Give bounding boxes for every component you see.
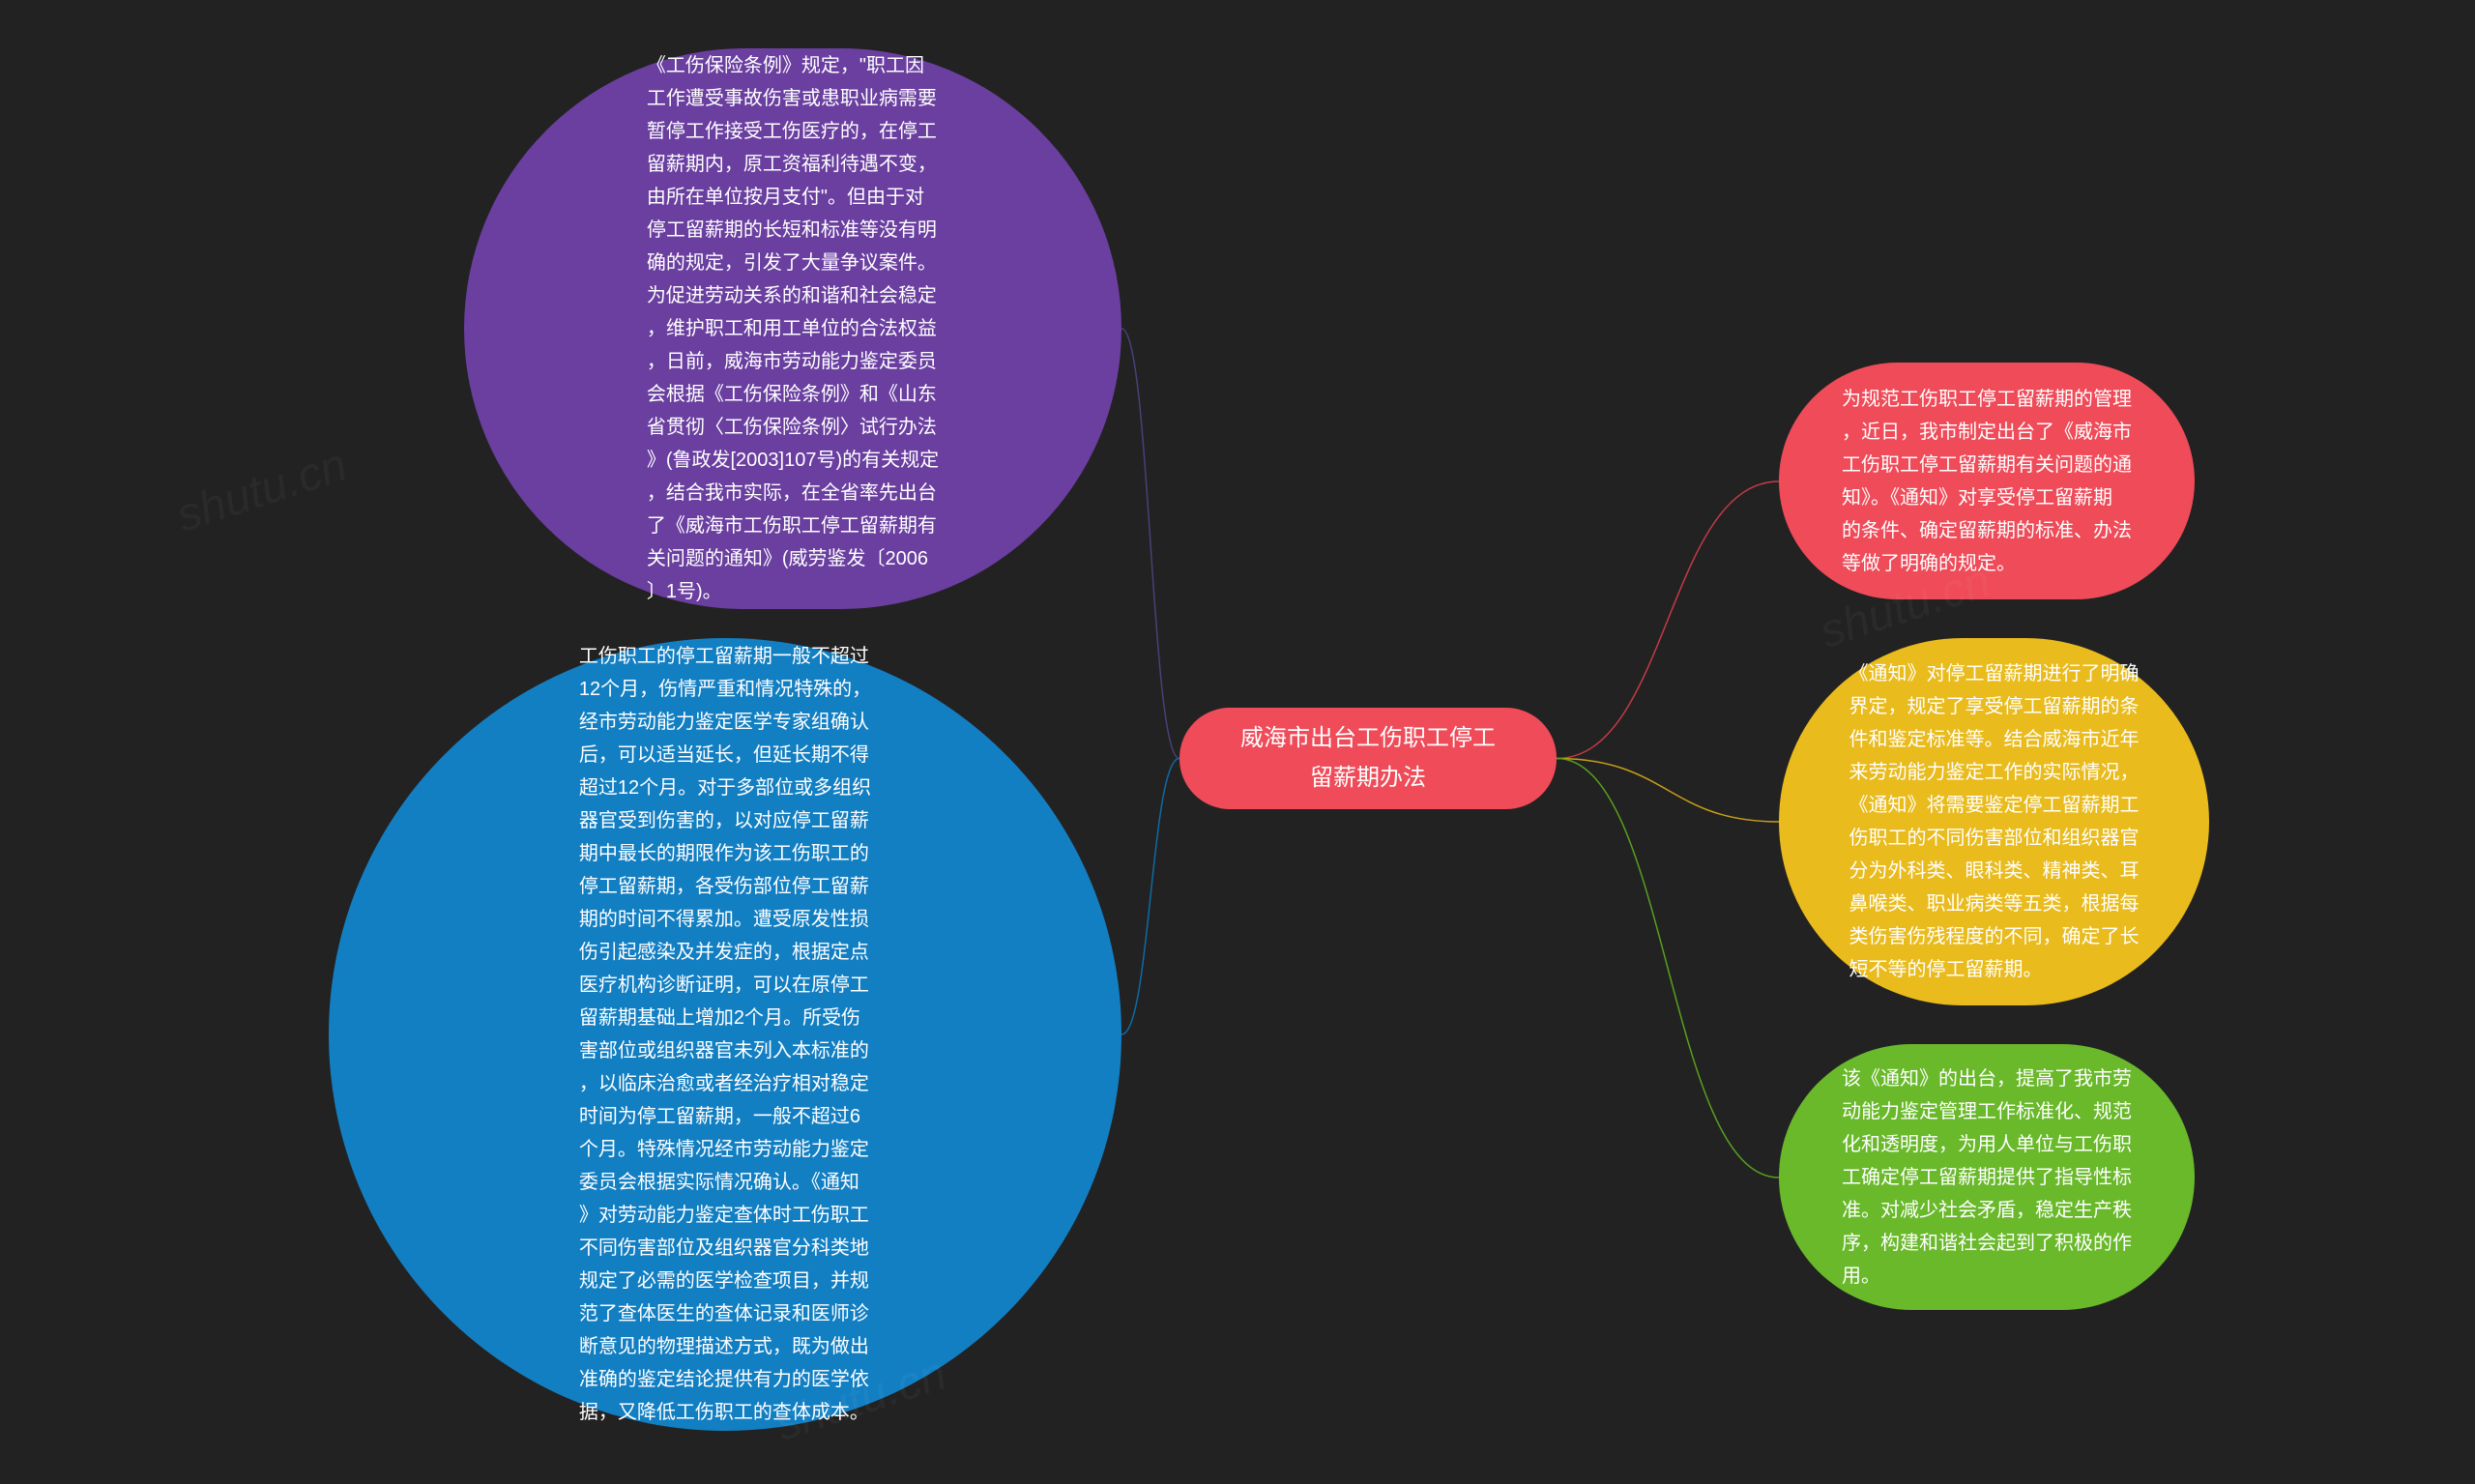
node-green-text: 该《通知》的出台，提高了我市劳 动能力鉴定管理工作标准化、规范 化和透明度，为用… (1842, 1062, 2132, 1293)
node-purple-text: 《工伤保险条例》规定，"职工因 工作遭受事故伤害或患职业病需要 暂停工作接受工伤… (647, 49, 939, 608)
node-yellow[interactable]: 《通知》对停工留薪期进行了明确 界定，规定了享受停工留薪期的条 件和鉴定标准等。… (1779, 638, 2209, 1005)
connector-green (1557, 759, 1779, 1178)
center-node-text: 威海市出台工伤职工停工 留薪期办法 (1240, 719, 1496, 799)
connector-blue (1121, 759, 1179, 1035)
node-blue-text: 工伤职工的停工留薪期一般不超过 12个月，伤情严重和情况特殊的， 经市劳动能力鉴… (579, 640, 871, 1429)
node-green[interactable]: 该《通知》的出台，提高了我市劳 动能力鉴定管理工作标准化、规范 化和透明度，为用… (1779, 1044, 2195, 1310)
mindmap-canvas: 威海市出台工伤职工停工 留薪期办法 《工伤保险条例》规定，"职工因 工作遭受事故伤… (0, 0, 2475, 1484)
watermark: shutu.cn (170, 438, 354, 542)
node-yellow-text: 《通知》对停工留薪期进行了明确 界定，规定了享受停工留薪期的条 件和鉴定标准等。… (1849, 657, 2140, 986)
connector-red (1557, 481, 1779, 759)
node-red[interactable]: 为规范工伤职工停工留薪期的管理 ，近日，我市制定出台了《威海市 工伤职工停工留薪… (1779, 363, 2195, 599)
connector-yellow (1557, 759, 1779, 823)
node-red-text: 为规范工伤职工停工留薪期的管理 ，近日，我市制定出台了《威海市 工伤职工停工留薪… (1842, 383, 2132, 580)
node-purple[interactable]: 《工伤保险条例》规定，"职工因 工作遭受事故伤害或患职业病需要 暂停工作接受工伤… (464, 48, 1121, 609)
connector-purple (1121, 329, 1179, 759)
node-blue[interactable]: 工伤职工的停工留薪期一般不超过 12个月，伤情严重和情况特殊的， 经市劳动能力鉴… (329, 638, 1121, 1431)
center-node[interactable]: 威海市出台工伤职工停工 留薪期办法 (1179, 708, 1557, 809)
